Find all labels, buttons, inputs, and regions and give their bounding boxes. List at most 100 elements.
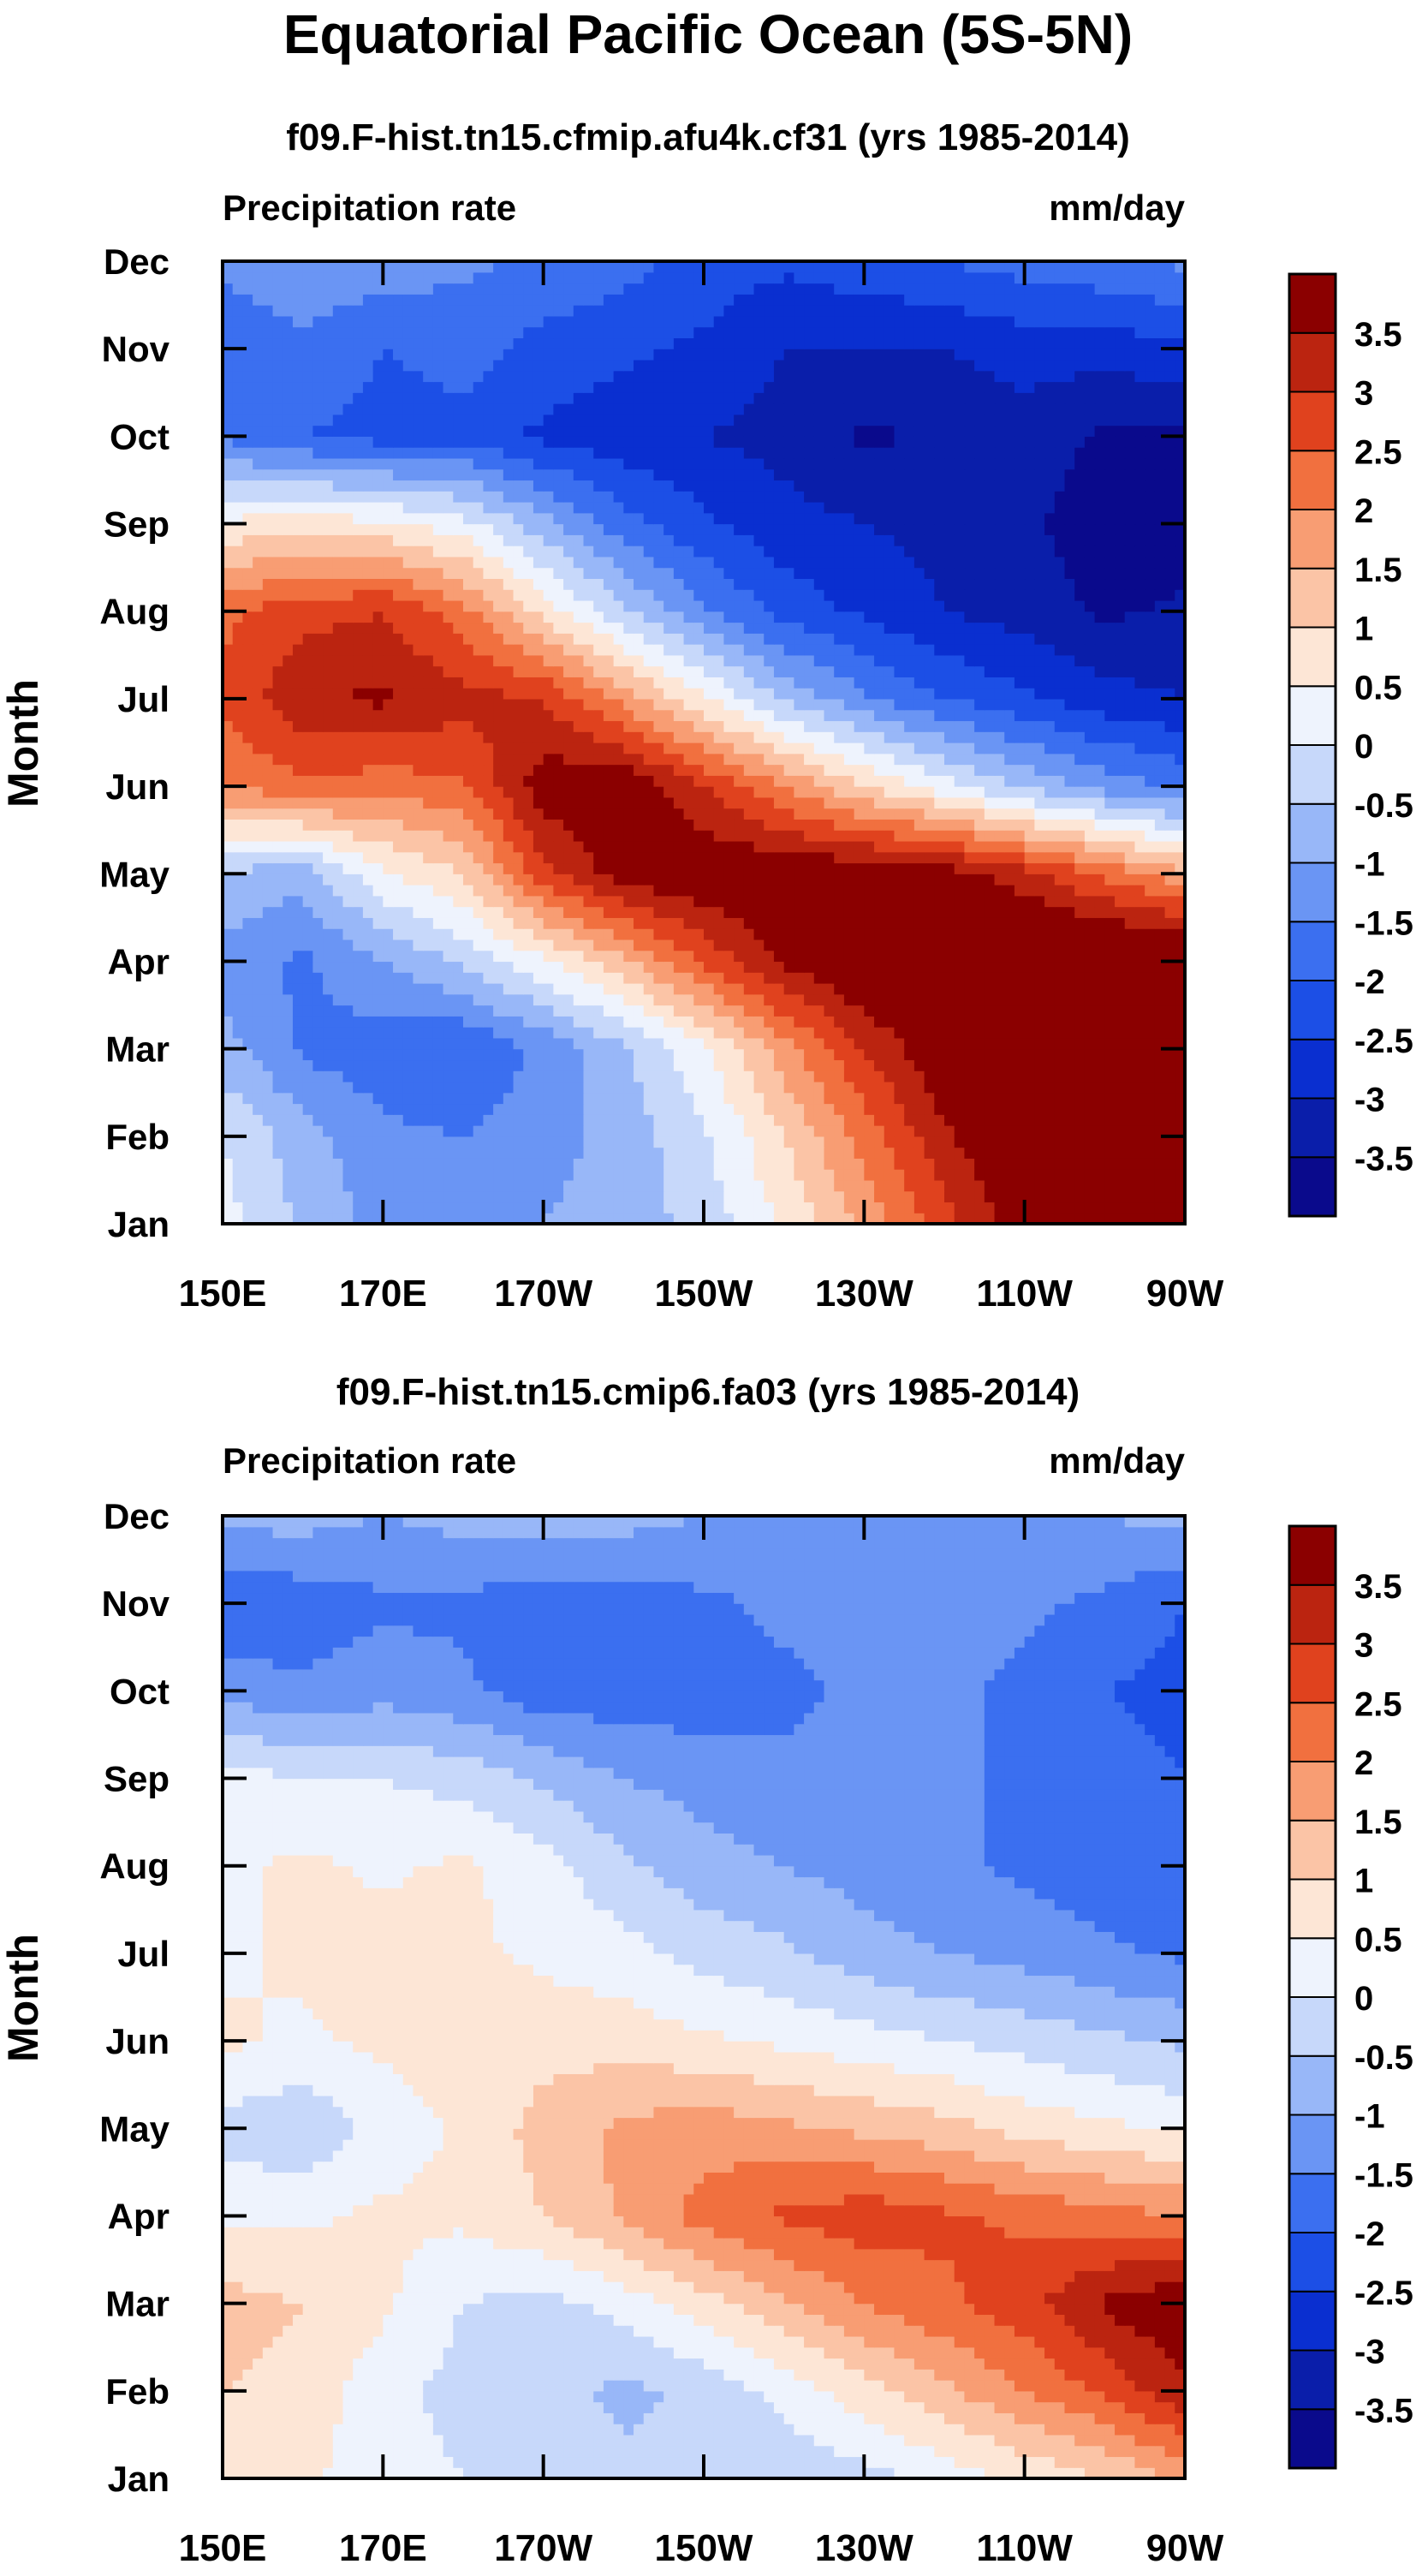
field-cell (813, 1158, 825, 1170)
field-cell (1024, 1016, 1035, 1028)
field-cell (704, 983, 715, 995)
field-cell (473, 1136, 485, 1148)
field-cell (432, 917, 444, 929)
field-cell (573, 720, 585, 732)
field-cell (402, 677, 414, 689)
field-cell (934, 775, 945, 787)
field-cell (1154, 950, 1166, 963)
field-cell (1124, 775, 1136, 787)
field-cell (402, 1092, 414, 1105)
field-cell (783, 1070, 794, 1082)
field-cell (854, 654, 865, 667)
field-cell (323, 1179, 334, 1192)
field-cell (773, 688, 785, 700)
field-cell (553, 917, 564, 929)
field-cell (1054, 1179, 1066, 1192)
field-cell (1164, 961, 1175, 973)
field-cell (904, 1070, 915, 1082)
field-cell (312, 1103, 324, 1115)
field-cell (1094, 983, 1105, 995)
field-cell (934, 1103, 945, 1115)
field-cell (663, 1114, 675, 1126)
field-cell (913, 1081, 925, 1094)
field-cell (342, 917, 354, 929)
field-cell (1014, 742, 1026, 754)
field-cell (323, 895, 334, 908)
panel-top-left-label: Precipitation rate (223, 188, 516, 228)
field-cell (1084, 753, 1096, 766)
field-cell (713, 906, 725, 918)
field-cell (623, 928, 634, 940)
field-cell (1175, 1037, 1186, 1050)
field-cell (854, 961, 865, 973)
field-cell (974, 677, 985, 689)
field-cell (653, 851, 664, 864)
field-cell (723, 1070, 735, 1082)
field-cell (954, 1037, 966, 1050)
field-cell (1074, 720, 1086, 732)
field-cell (874, 874, 885, 886)
field-cell (804, 1169, 815, 1181)
field-cell (302, 1048, 313, 1061)
field-cell (342, 1202, 354, 1213)
field-cell (673, 808, 685, 820)
field-cell (984, 1070, 996, 1082)
field-cell (553, 665, 564, 677)
field-cell (553, 928, 564, 940)
field-cell (854, 808, 865, 820)
field-cell (272, 993, 283, 1006)
field-cell (613, 862, 624, 874)
field-cell (383, 1147, 394, 1159)
field-cell (613, 1179, 624, 1192)
field-cell (543, 1059, 554, 1071)
field-cell (393, 1158, 404, 1170)
field-cell (964, 851, 975, 864)
field-cell (353, 830, 364, 842)
field-cell (834, 720, 845, 732)
field-cell (1004, 961, 1015, 973)
field-cell (673, 917, 685, 929)
field-cell (693, 1103, 705, 1115)
field-cell (493, 677, 504, 689)
field-cell (673, 764, 685, 776)
field-cell (353, 654, 364, 667)
field-cell (924, 1037, 935, 1050)
field-cell (342, 851, 354, 864)
field-cell (693, 1016, 705, 1028)
field-cell (302, 1158, 313, 1170)
field-cell (734, 1169, 745, 1181)
field-cell (994, 1213, 1005, 1225)
field-cell (1124, 731, 1136, 743)
field-cell (683, 950, 694, 963)
field-cell (323, 885, 334, 897)
field-cell (353, 885, 364, 897)
field-cell (583, 753, 594, 766)
field-cell (402, 1179, 414, 1192)
field-cell (804, 1179, 815, 1192)
field-cell (794, 775, 805, 787)
field-cell (563, 698, 574, 711)
field-cell (402, 993, 414, 1006)
field-cell (673, 1027, 685, 1039)
field-cell (813, 742, 825, 754)
field-cell (864, 1027, 875, 1039)
field-cell (1115, 1070, 1126, 1082)
field-cell (1054, 786, 1066, 798)
field-cell (723, 950, 735, 963)
field-cell (253, 1213, 264, 1225)
field-cell (1034, 1027, 1045, 1039)
field-cell (864, 928, 875, 940)
field-cell (693, 742, 705, 754)
field-cell (1124, 1190, 1136, 1203)
field-cell (1094, 1213, 1105, 1225)
field-cell (1084, 939, 1096, 951)
field-cell (603, 709, 615, 722)
field-cell (813, 972, 825, 984)
field-cell (854, 983, 865, 995)
field-cell (713, 688, 725, 700)
field-cell (824, 1048, 835, 1061)
field-cell (653, 654, 664, 667)
field-cell (824, 906, 835, 918)
field-cell (262, 1027, 274, 1039)
field-cell (734, 862, 745, 874)
